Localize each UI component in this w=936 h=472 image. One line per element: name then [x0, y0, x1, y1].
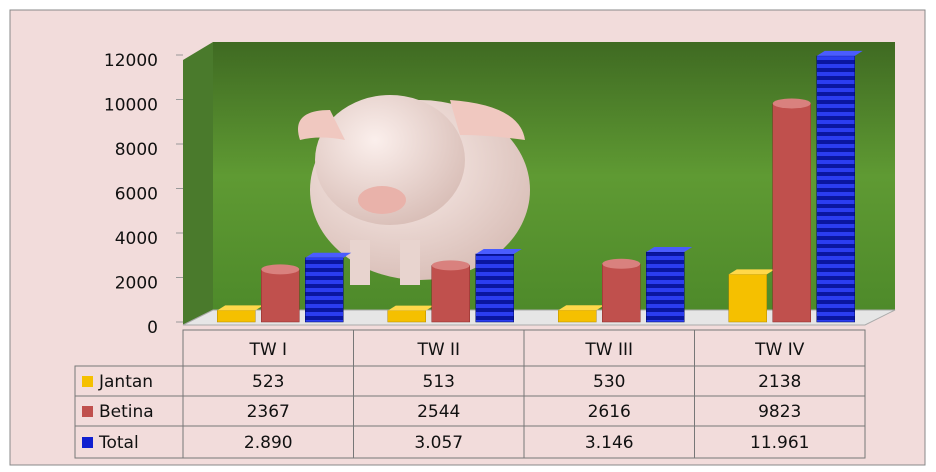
x-tick-label: TW III [584, 340, 633, 360]
y-tick-label: 0 [147, 318, 158, 338]
table-value: 2.890 [244, 433, 293, 453]
bar [817, 56, 855, 322]
bar-top [432, 260, 470, 270]
bar [217, 310, 255, 322]
bar-top [476, 249, 522, 254]
bar-top [602, 259, 640, 269]
table-value: 2138 [758, 372, 801, 392]
page: {"chart_data": {"type": "bar", "categori… [0, 0, 936, 472]
chart: 0 2000 4000 6000 8000 10000 12000 TW I 523 2367 2.… [0, 0, 936, 472]
bar [646, 252, 684, 322]
x-tick-label: TW IV [754, 340, 805, 360]
bar [476, 254, 514, 322]
bar-top [646, 247, 692, 252]
side-wall [183, 42, 213, 325]
legend-swatch [82, 376, 93, 387]
legend-label: Jantan [98, 372, 153, 392]
bar [432, 265, 470, 322]
legend-swatch [82, 406, 93, 417]
bar-top [729, 269, 775, 274]
legend-label: Betina [99, 402, 154, 422]
table-value: 2544 [417, 402, 460, 422]
bar [261, 269, 299, 322]
bar-top [261, 264, 299, 274]
y-tick-label: 8000 [115, 140, 158, 160]
bar [558, 310, 596, 322]
table-value: 530 [593, 372, 625, 392]
table-value: 2367 [247, 402, 290, 422]
legend-label: Total [98, 433, 139, 453]
table-value: 3.146 [585, 433, 634, 453]
table-value: 523 [252, 372, 284, 392]
bar-top [773, 98, 811, 108]
bar [388, 311, 426, 322]
table-value: 513 [423, 372, 455, 392]
y-tick-label: 4000 [115, 229, 158, 249]
bar-top [817, 51, 863, 56]
bar [729, 274, 767, 322]
bar-top [305, 253, 351, 258]
bar [602, 264, 640, 322]
table-value: 11.961 [750, 433, 809, 453]
y-tick-label: 2000 [115, 274, 158, 294]
bar-top [217, 305, 263, 310]
y-tick-label: 10000 [104, 96, 158, 116]
y-tick-label: 6000 [115, 185, 158, 205]
bar-top [558, 305, 604, 310]
x-tick-label: TW I [248, 340, 287, 360]
y-tick-label: 12000 [104, 51, 158, 71]
bar [305, 258, 343, 322]
bar [773, 103, 811, 322]
table-value: 9823 [758, 402, 801, 422]
x-tick-label: TW II [416, 340, 460, 360]
bar-top [388, 306, 434, 311]
table-value: 3.057 [414, 433, 463, 453]
legend-swatch [82, 437, 93, 448]
table-value: 2616 [588, 402, 631, 422]
